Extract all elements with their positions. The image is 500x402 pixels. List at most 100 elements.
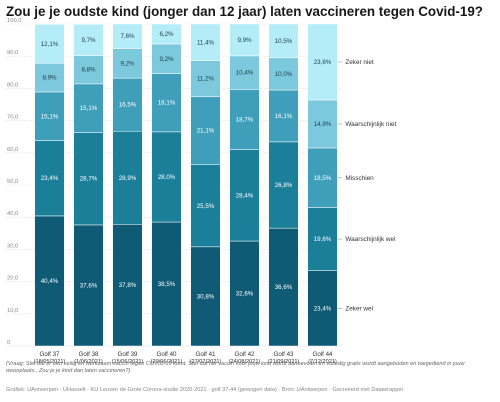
segment-value-label: 9,7% xyxy=(81,37,96,44)
segment-value-label: 11,2% xyxy=(197,76,215,83)
bar-segment xyxy=(151,23,182,45)
segment-value-label: 7,6% xyxy=(120,33,135,40)
x-category-label: Golf 38 xyxy=(79,351,100,358)
bar-segment xyxy=(268,23,299,59)
legend-label: Misschien xyxy=(345,175,374,182)
segment-value-label: 28,7% xyxy=(80,176,98,183)
bar-segment xyxy=(112,130,143,225)
x-category-date: (24/08/2021) xyxy=(229,359,261,365)
bar-segment xyxy=(268,227,299,347)
segment-value-label: 21,1% xyxy=(197,128,215,135)
y-tick-label: 20,0 xyxy=(7,276,18,282)
segment-value-label: 18,1% xyxy=(158,100,176,107)
bar-segment xyxy=(151,73,182,133)
x-category-date: (15/06/2021) xyxy=(112,359,144,365)
segment-value-label: 10,4% xyxy=(236,70,254,77)
y-tick-label: 50,0 xyxy=(7,179,18,185)
segment-value-label: 36,6% xyxy=(275,284,293,291)
x-category-date: (21/09/2021) xyxy=(268,359,300,365)
segment-value-label: 9,2% xyxy=(159,56,174,63)
chart-notes: (Vraag: Stel dat er een veilig en werkza… xyxy=(6,361,494,376)
bar-segment xyxy=(73,224,104,347)
bar-segment xyxy=(229,55,260,90)
segment-value-label: 28,4% xyxy=(236,192,254,199)
x-category-date: (7/12/2021) xyxy=(308,359,337,365)
x-category-label: Golf 40 xyxy=(157,351,178,358)
segment-value-label: 6,2% xyxy=(159,31,174,38)
segment-value-label: 25,5% xyxy=(197,203,215,210)
segment-value-label: 26,8% xyxy=(275,182,293,189)
segment-value-label: 8,8% xyxy=(81,67,96,74)
y-axis-tick-labels: 0 10,0 20,0 30,0 40,0 50,0 60,0 70,0 80,0 90,0 100… xyxy=(7,18,22,346)
segment-value-label: 30,8% xyxy=(197,293,215,300)
segment-value-label: 10,0% xyxy=(275,71,293,78)
bar-segment xyxy=(190,96,221,165)
x-axis-labels: Golf 37(18/05/2021) Golf 38(1/06/2021) Gol… xyxy=(34,351,337,365)
bar-segment xyxy=(268,57,299,91)
x-category-date: (29/06/2021) xyxy=(151,359,183,365)
bar-segment xyxy=(190,246,221,347)
x-category-date: (1/06/2021) xyxy=(74,359,103,365)
segment-value-label: 18,5% xyxy=(314,175,332,182)
bar-segment xyxy=(73,132,104,226)
y-tick-label: 30,0 xyxy=(7,243,18,249)
segment-value-label: 15,1% xyxy=(41,113,59,120)
bar-segment xyxy=(307,207,338,271)
series-legend: Zeker wel Waarschijnlijk wel Misschien Waar… xyxy=(337,59,396,312)
bar-segment xyxy=(229,23,260,57)
bar-segment xyxy=(151,221,182,347)
bar-segment xyxy=(112,77,143,132)
segment-value-label: 19,6% xyxy=(314,236,332,243)
y-tick-label: 90,0 xyxy=(7,50,18,56)
bar-segment xyxy=(112,224,143,347)
legend-label: Zeker niet xyxy=(345,59,374,66)
bar-segment xyxy=(112,23,143,49)
y-tick-label: 60,0 xyxy=(7,147,18,153)
bar-segment xyxy=(34,24,65,64)
y-tick-label: 0 xyxy=(7,340,10,346)
legend-label: Waarschijnlijk wel xyxy=(345,236,395,243)
x-category-label: Golf 37 xyxy=(40,351,61,358)
segment-value-label: 12,1% xyxy=(41,41,59,48)
segment-value-label: 28,0% xyxy=(158,174,176,181)
segment-value-label: 32,6% xyxy=(236,291,254,298)
x-category-label: Golf 43 xyxy=(274,351,295,358)
bar-segment xyxy=(229,240,260,347)
bar-segment xyxy=(34,215,65,347)
segment-value-label: 11,4% xyxy=(197,39,215,46)
segment-value-label: 16,1% xyxy=(275,113,293,120)
x-category-date: (27/07/2021) xyxy=(190,359,222,365)
x-category-label: Golf 41 xyxy=(196,351,217,358)
bar-segment xyxy=(268,89,299,143)
x-category-date: (18/05/2021) xyxy=(34,359,66,365)
x-category-label: Golf 44 xyxy=(313,351,334,358)
segment-value-label: 23,4% xyxy=(41,175,59,182)
y-tick-label: 70,0 xyxy=(7,115,18,121)
segment-value-label: 15,1% xyxy=(80,105,98,112)
bar-segment xyxy=(190,164,221,248)
y-tick-label: 10,0 xyxy=(7,308,18,314)
x-category-label: Golf 42 xyxy=(235,351,256,358)
y-tick-label: 100,0 xyxy=(7,18,22,24)
bar-segment xyxy=(190,23,221,61)
segment-value-labels: 40,4% 23,4% 15,1% 8,9% 12,1% 37,6% 28,7% 15,1% 8… xyxy=(41,31,332,312)
bar-segment xyxy=(307,147,338,208)
segment-value-label: 40,4% xyxy=(41,278,59,285)
legend-label: Zeker wel xyxy=(345,305,373,312)
bar-stacks xyxy=(34,23,338,347)
bar-segment xyxy=(112,48,143,79)
segment-value-label: 23,4% xyxy=(314,305,332,312)
segment-value-label: 14,9% xyxy=(314,121,332,128)
legend-label: Waarschijnlijk niet xyxy=(345,121,396,128)
chart-title: Zou je je oudste kind (jonger dan 12 jaa… xyxy=(6,4,483,19)
segment-value-label: 23,6% xyxy=(314,59,332,66)
segment-value-label: 18,7% xyxy=(236,116,254,123)
chart-credit: Grafiek: UAntwerpen · UHasselt · KU Leuv… xyxy=(6,387,404,393)
bar-segment xyxy=(151,43,182,74)
bar-segment xyxy=(73,55,104,85)
segment-value-label: 37,6% xyxy=(80,282,98,289)
segment-value-label: 9,9% xyxy=(237,37,252,44)
bar-segment xyxy=(229,89,260,150)
bar-segment xyxy=(73,83,104,133)
